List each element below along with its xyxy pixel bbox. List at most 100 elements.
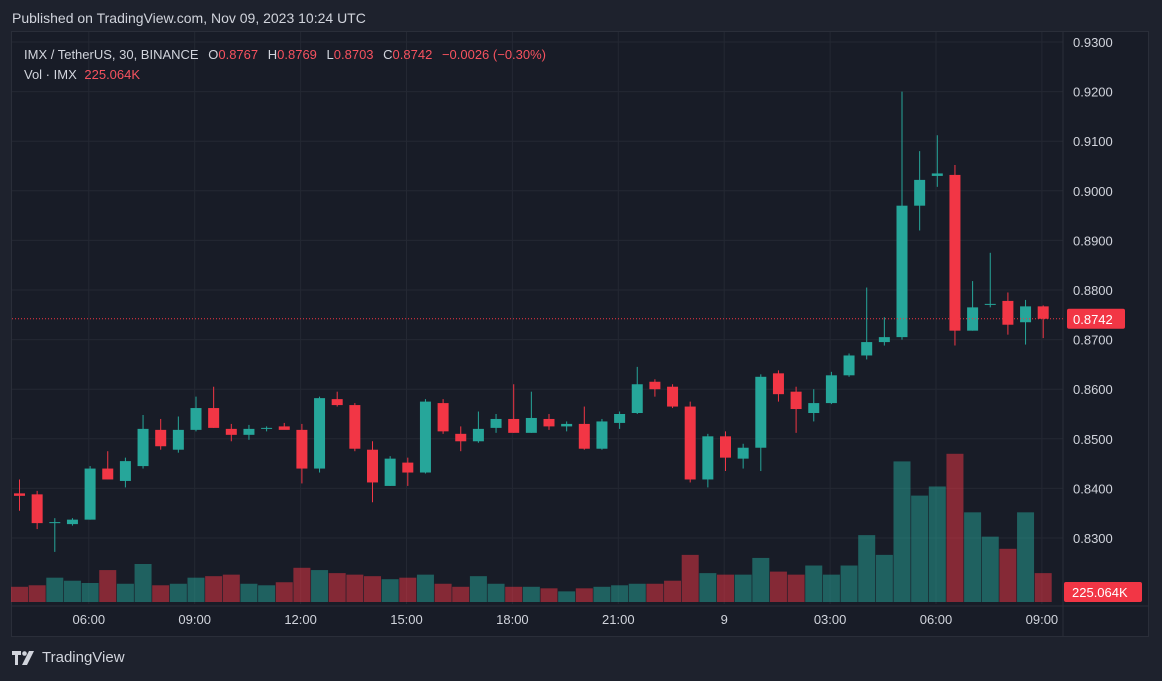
candle-body: [437, 403, 449, 432]
volume-bar: [822, 574, 840, 602]
candle-body: [543, 418, 555, 427]
candle-body: [896, 205, 908, 338]
volume-bar: [187, 577, 205, 602]
candle-body: [314, 398, 326, 469]
legend-symbol[interactable]: IMX / TetherUS, 30, BINANCE: [24, 47, 199, 62]
volume-bar: [46, 577, 64, 602]
candle-body: [331, 399, 343, 406]
volume-bar: [416, 574, 434, 602]
candle-body: [119, 461, 131, 481]
volume-bar: [205, 576, 223, 602]
candle-body: [755, 376, 767, 448]
candle-body: [772, 373, 784, 395]
volume-bar: [928, 486, 946, 602]
x-tick-label: 15:00: [390, 612, 423, 627]
y-tick-label: 0.9000: [1073, 184, 1113, 199]
x-tick-label: 06:00: [920, 612, 953, 627]
volume-bar: [452, 586, 470, 602]
volume-bar: [169, 583, 187, 602]
volume-bar: [275, 582, 293, 602]
legend-open-label: O: [208, 47, 219, 62]
volume-bar: [11, 586, 28, 602]
volume-bar: [328, 573, 346, 602]
x-tick-label: 09:00: [1026, 612, 1059, 627]
volume-bar: [752, 557, 770, 602]
candle-body: [631, 384, 643, 414]
volume-bar: [346, 574, 364, 602]
volume-bar: [99, 570, 117, 602]
volume-bar: [893, 461, 911, 602]
legend-open-value: 0.8767: [218, 47, 259, 62]
candle-body: [84, 468, 96, 520]
candle-body: [14, 493, 25, 496]
candle-body: [702, 436, 714, 480]
volume-bar: [434, 583, 452, 602]
candle-body: [349, 405, 361, 449]
legend-low-value: 0.8703: [333, 47, 374, 62]
volume-bar: [787, 574, 805, 602]
tradingview-brand[interactable]: TradingView: [12, 649, 125, 666]
legend-volume-value: 225.064K: [84, 67, 141, 82]
candle-body: [172, 429, 184, 450]
legend-ohlc-row: IMX / TetherUS, 30, BINANCE O0.8767 H0.8…: [24, 45, 546, 65]
candle-body: [808, 403, 820, 414]
candle-body: [296, 429, 308, 469]
legend-volume-label[interactable]: Vol · IMX: [24, 67, 77, 82]
y-tick-label: 0.9100: [1073, 134, 1113, 149]
candle-body: [490, 418, 502, 428]
volume-bar: [611, 585, 629, 602]
volume-bar: [646, 583, 664, 602]
volume-bar: [81, 583, 99, 602]
volume-bar: [981, 536, 999, 602]
legend-high-value: 0.8769: [277, 47, 317, 62]
y-tick-label: 0.9200: [1073, 85, 1113, 100]
volume-bar: [558, 591, 576, 602]
candle-body: [66, 519, 78, 525]
volume-bar: [311, 570, 329, 602]
volume-bar: [875, 554, 893, 602]
volume-bar: [540, 588, 558, 602]
volume-bar: [575, 588, 593, 602]
candle-body: [878, 337, 890, 343]
candle-body: [914, 179, 926, 206]
volume-bar: [911, 495, 929, 602]
x-tick-label: 9: [721, 612, 728, 627]
candle-body: [984, 303, 996, 305]
candle-body: [649, 381, 661, 390]
volume-bar: [964, 512, 982, 602]
chart-legend: IMX / TetherUS, 30, BINANCE O0.8767 H0.8…: [24, 45, 546, 85]
volume-bar: [134, 564, 152, 602]
legend-low-label: L: [326, 47, 334, 62]
volume-bar: [593, 586, 611, 602]
last-volume-label: 225.064K: [1072, 585, 1128, 600]
legend-high-label: H: [267, 47, 278, 62]
volume-bar: [222, 574, 240, 602]
volume-bar: [999, 548, 1017, 602]
candle-body: [684, 406, 696, 480]
x-tick-label: 21:00: [602, 612, 635, 627]
candle-body: [472, 428, 484, 442]
candle-body: [402, 462, 414, 473]
candle-body: [49, 522, 61, 524]
last-volume-tag: [1064, 582, 1142, 602]
candle-body: [419, 401, 431, 473]
candle-body: [1020, 306, 1032, 323]
candle-body: [225, 428, 237, 435]
candle-body: [949, 174, 961, 331]
volume-bar: [240, 583, 258, 602]
candle-body: [31, 494, 43, 524]
x-tick-label: 18:00: [496, 612, 529, 627]
candle-body: [737, 447, 749, 459]
volume-bar: [734, 574, 752, 602]
candle-body: [1002, 300, 1014, 325]
x-tick-label: 12:00: [284, 612, 317, 627]
volume-bar: [664, 580, 682, 602]
y-tick-label: 0.8800: [1073, 283, 1113, 298]
legend-volume-row: Vol · IMX 225.064K: [24, 65, 546, 85]
published-header: Published on TradingView.com, Nov 09, 20…: [12, 10, 366, 26]
volume-bar: [258, 585, 276, 602]
y-tick-label: 0.9300: [1073, 35, 1113, 50]
volume-bar: [487, 583, 505, 602]
brand-name: TradingView: [42, 649, 125, 666]
